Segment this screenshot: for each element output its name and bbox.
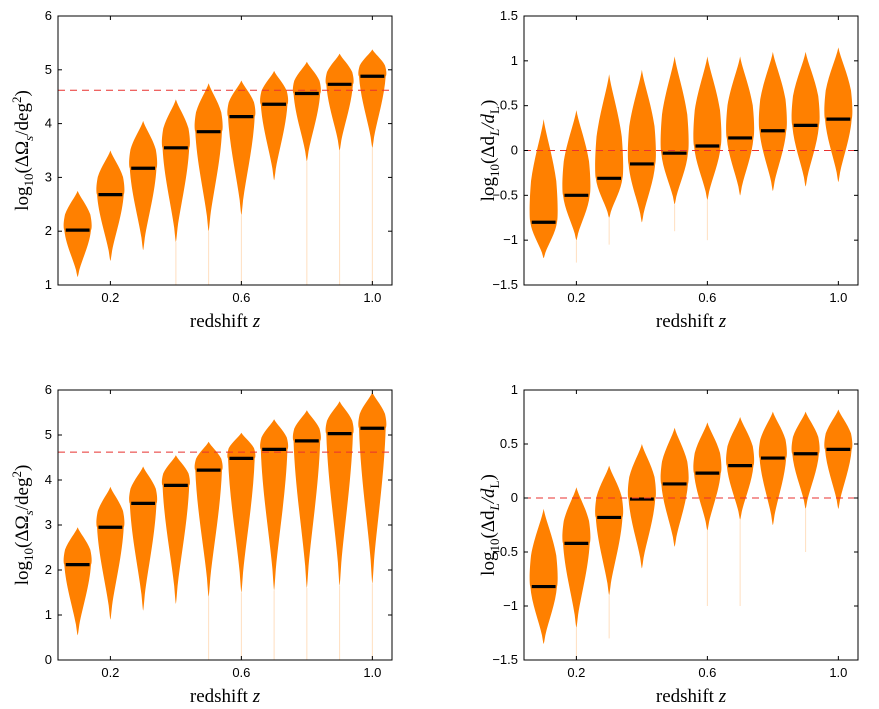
violin-9: [358, 392, 387, 584]
violin-6: [260, 419, 289, 591]
x-tick-label: 1.0: [363, 665, 381, 680]
y-tick-label: 1: [511, 382, 518, 397]
y-tick-label: −1: [503, 598, 518, 613]
panel-bottom-left: 0 1 2 3 4 5 6 0.2 0.6 1.0 redshift z log10(ΔΩs/deg2…: [9, 382, 393, 707]
violin-6: [726, 417, 755, 520]
x-tick-label: 1.0: [829, 665, 847, 680]
violin-4: [194, 83, 223, 232]
violin-1: [562, 110, 591, 241]
y-tick-label: 0: [511, 490, 518, 505]
violin-9: [824, 47, 853, 182]
y-tick-label: −1.5: [492, 277, 518, 292]
y-tick-label: 3: [45, 517, 52, 532]
x-axis-label: redshift z: [190, 686, 261, 707]
violin-5: [227, 80, 256, 216]
y-tick-label: −0.5: [492, 544, 518, 559]
y-tick-label: 4: [45, 116, 52, 131]
y-tick-label: −1: [503, 232, 518, 247]
y-tick-label: 3: [45, 169, 52, 184]
y-axis-label: log10(ΔdL/dL): [478, 474, 502, 576]
violin-2: [595, 74, 624, 218]
x-axis-label: redshift z: [190, 311, 261, 332]
violin-7: [758, 51, 787, 191]
violin-2: [129, 466, 158, 611]
panel-top-left: 1 2 3 4 5 6 0.2 0.6 1.0 redshift z log10(ΔΩs/deg2): [9, 8, 393, 332]
plot-frame: [57, 15, 393, 286]
y-axis-label: log10(ΔΩs/deg2): [9, 465, 36, 586]
violin-1: [562, 487, 591, 628]
x-tick-label: 0.6: [698, 665, 716, 680]
y-tick-label: 5: [45, 427, 52, 442]
violin-4: [194, 441, 223, 597]
violin-4: [660, 56, 689, 205]
y-tick-label: 1: [511, 53, 518, 68]
y-axis-label: log10(ΔdL/dL): [478, 100, 502, 202]
violin-0: [63, 527, 92, 636]
x-tick-label: 1.0: [829, 290, 847, 305]
violin-2: [595, 465, 624, 596]
x-axis-label: redshift z: [656, 311, 727, 332]
y-tick-label: 6: [45, 382, 52, 397]
violin-3: [161, 99, 190, 242]
plot-frame: [523, 389, 859, 661]
x-tick-label: 0.2: [101, 290, 119, 305]
violin-3: [161, 455, 190, 604]
y-tick-label: 5: [45, 62, 52, 77]
violin-8: [325, 53, 354, 151]
violin-6: [726, 56, 755, 196]
violin-0: [63, 190, 92, 277]
violin-7: [292, 61, 321, 162]
y-tick-label: 0: [45, 652, 52, 667]
violin-6: [260, 70, 289, 181]
violin-1: [96, 150, 125, 261]
violin-7: [292, 410, 321, 588]
y-tick-label: 2: [45, 562, 52, 577]
x-tick-label: 0.2: [567, 665, 585, 680]
y-tick-label: 0: [511, 143, 518, 158]
y-axis-label: log10(ΔΩs/deg2): [9, 90, 36, 211]
y-tick-label: 1: [45, 607, 52, 622]
violin-3: [627, 444, 656, 569]
x-tick-label: 0.2: [567, 290, 585, 305]
y-tick-label: 0.5: [500, 436, 518, 451]
violin-0: [529, 119, 558, 259]
violin-7: [758, 411, 787, 525]
panel-bottom-right: −1.5 −1 −0.5 0 0.5 1 0.2 0.6 1.0 redshift z log10(…: [478, 382, 859, 707]
violin-0: [529, 508, 558, 644]
x-tick-label: 0.6: [232, 290, 250, 305]
y-tick-label: 2: [45, 223, 52, 238]
violin-2: [129, 120, 158, 251]
violin-3: [627, 69, 656, 223]
violin-8: [791, 411, 820, 509]
violin-1: [96, 486, 125, 620]
x-tick-label: 0.6: [698, 290, 716, 305]
y-tick-label: 6: [45, 8, 52, 23]
x-tick-label: 1.0: [363, 290, 381, 305]
panel-top-right: −1.5 −1 −0.5 0 0.5 1 1.5 0.2 0.6 1.0 redshift z log…: [478, 8, 859, 332]
y-tick-label: 1.5: [500, 8, 518, 23]
violin-5: [693, 56, 722, 200]
violin-5: [693, 422, 722, 531]
y-tick-label: 0.5: [500, 98, 518, 113]
x-tick-label: 0.6: [232, 665, 250, 680]
violin-9: [358, 49, 387, 148]
violin-4: [660, 427, 689, 547]
y-tick-label: −1.5: [492, 652, 518, 667]
x-tick-label: 0.2: [101, 665, 119, 680]
y-tick-label: 4: [45, 472, 52, 487]
x-axis-label: redshift z: [656, 686, 727, 707]
violin-5: [227, 432, 256, 593]
violin-9: [824, 409, 853, 509]
y-tick-label: −0.5: [492, 187, 518, 202]
violin-8: [325, 401, 354, 586]
y-tick-label: 1: [45, 277, 52, 292]
violin-8: [791, 51, 820, 187]
